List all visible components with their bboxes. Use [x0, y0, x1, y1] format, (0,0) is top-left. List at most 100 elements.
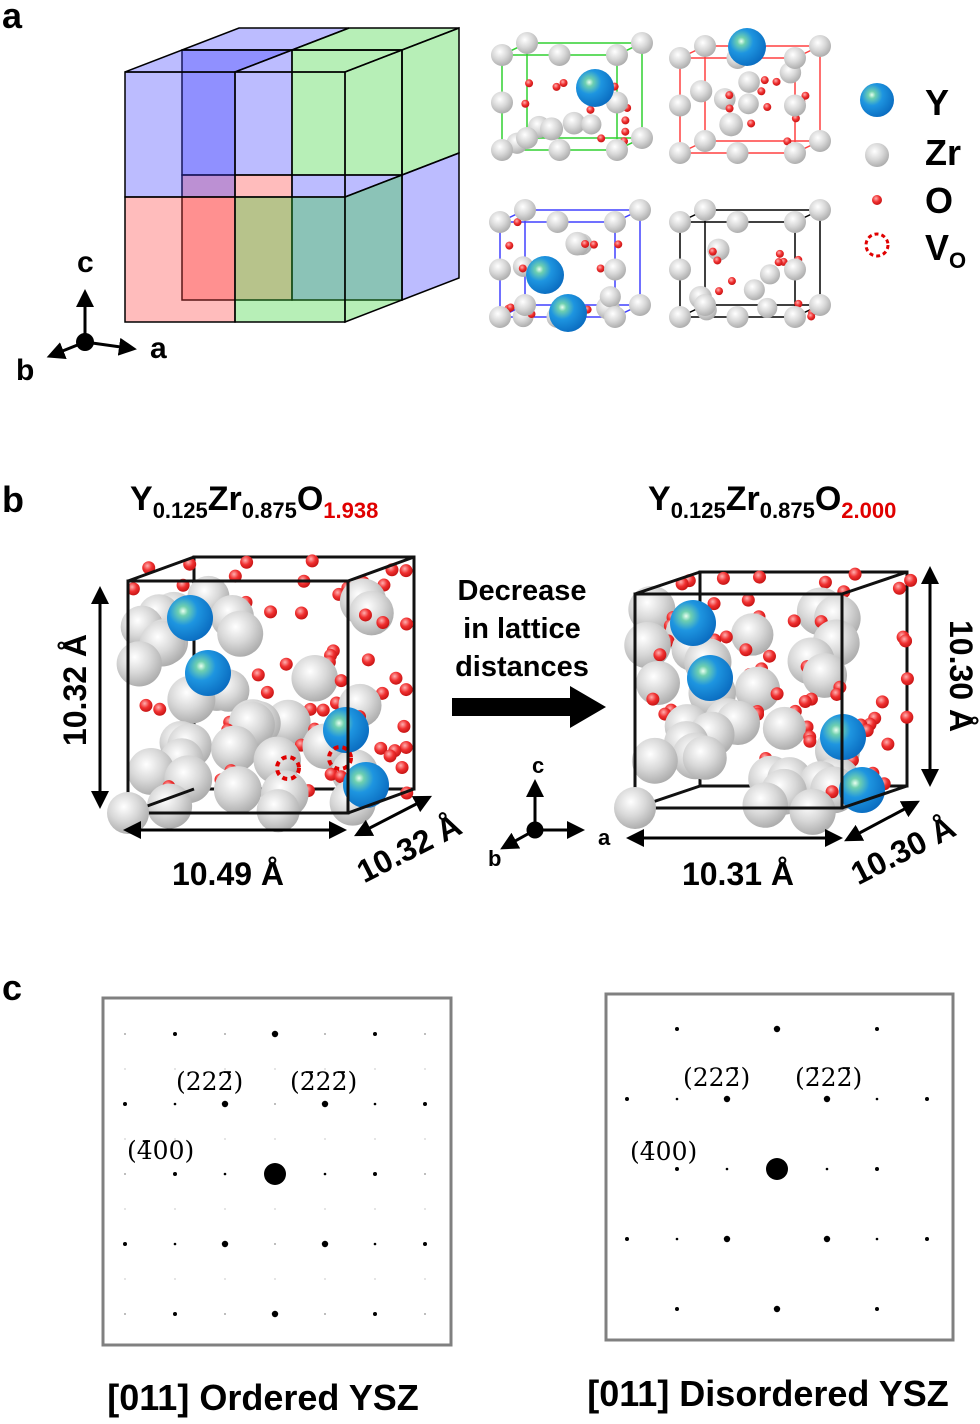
diffraction-spot	[174, 1138, 176, 1140]
zirconium-atom	[562, 111, 586, 135]
diffraction-spot	[173, 1102, 177, 1106]
oxygen-atom	[589, 240, 598, 249]
legend-y-swatch	[860, 83, 894, 117]
oxygen-atom	[395, 760, 409, 774]
arrow-text-1: Decrease	[458, 575, 587, 607]
diffraction-spot	[925, 1237, 929, 1241]
diffraction-spot	[224, 1313, 226, 1315]
diffraction-spot	[174, 1278, 176, 1280]
oxygen-atom	[707, 597, 721, 611]
oxygen-atom	[126, 582, 140, 596]
zirconium-atom	[147, 783, 193, 829]
diffraction-spot	[875, 1237, 879, 1241]
oxygen-vacancy	[275, 755, 301, 781]
diffraction-spot	[423, 1102, 427, 1106]
miller-label-2bar22bar-disordered: (2̄22̄)	[795, 1063, 862, 1092]
zirconium-atom	[669, 211, 691, 233]
zirconium-atom	[669, 47, 691, 69]
diffraction-spot	[374, 1068, 376, 1070]
oxygen-atom	[900, 672, 914, 686]
oxygen-atom	[646, 692, 660, 706]
panel-label-a: a	[2, 0, 23, 36]
dim-c-left: 10.32 Å	[57, 634, 93, 746]
subcell-face	[181, 174, 293, 301]
zirconium-atom	[738, 93, 759, 115]
diffraction-spot	[723, 1095, 731, 1103]
legend: Y Zr O VO	[860, 82, 966, 273]
diffraction-spot	[324, 1068, 326, 1070]
yttrium-atom	[687, 655, 733, 701]
oxygen-atom	[794, 299, 803, 308]
zirconium-atom	[548, 139, 571, 161]
zirconium-atom	[809, 35, 831, 57]
diffraction-spot	[773, 1305, 781, 1313]
dimension-arrows	[91, 566, 939, 847]
oxygen-atom	[741, 593, 755, 607]
oxygen-atom	[621, 116, 630, 125]
oxygen-atom	[798, 694, 812, 708]
legend-vacancy-label: VO	[925, 227, 966, 273]
supercell-diagram	[124, 26, 460, 324]
supercell-stoichiometric	[614, 567, 918, 835]
oxygen-atom	[513, 218, 522, 227]
oxygen-atom	[251, 668, 265, 682]
zirconium-atom	[491, 91, 513, 114]
zirconium-atom	[540, 117, 564, 141]
diffraction-spot	[274, 1278, 276, 1280]
oxygen-atom	[801, 91, 810, 100]
oxygen-atom	[316, 703, 330, 717]
oxygen-atom	[389, 671, 403, 685]
oxygen-atom	[783, 137, 792, 146]
oxygen-atom	[787, 614, 801, 628]
miller-label-222bar-disordered: (222̄)	[683, 1063, 750, 1092]
zirconium-atom	[581, 114, 602, 135]
diffraction-spot	[274, 1243, 276, 1245]
zirconium-atom	[107, 792, 149, 834]
oxygen-atom	[875, 695, 889, 709]
oxygen-vacancy	[327, 745, 353, 771]
zirconium-atom	[489, 258, 511, 281]
diffraction-spot	[124, 1033, 126, 1035]
diffraction-spot	[221, 1100, 229, 1108]
diffraction-spot	[374, 1278, 376, 1280]
diffraction-spot	[321, 1100, 329, 1108]
oxygen-atom	[597, 134, 606, 143]
oxygen-atom	[614, 240, 623, 249]
diffraction-spot	[373, 1312, 377, 1316]
zirconium-atom	[604, 306, 626, 328]
diffraction-spot	[875, 1097, 879, 1101]
direct-beam-spot	[264, 1163, 286, 1185]
oxygen-atom	[757, 87, 766, 96]
oxygen-atom	[153, 702, 167, 716]
oxygen-atom	[716, 571, 730, 585]
diffraction-spot	[173, 1312, 177, 1316]
subcell-side	[401, 151, 460, 302]
subcell-structures	[489, 28, 831, 332]
axis-label-c: c	[77, 246, 94, 279]
zirconium-atom	[809, 199, 831, 221]
diffraction-spot	[124, 1173, 126, 1175]
oxygen-atom	[727, 277, 736, 286]
legend-zr-label: Zr	[925, 132, 961, 173]
yttrium-atom	[670, 600, 716, 646]
zirconium-atom	[742, 782, 788, 828]
oxygen-atom	[753, 570, 767, 584]
oxygen-atom	[621, 127, 630, 136]
zirconium-atom	[514, 294, 536, 316]
dim-c-right: 10.30 Å	[943, 620, 979, 732]
diffraction-spot	[723, 1235, 731, 1243]
oxygen-atom	[264, 605, 278, 619]
oxygen-atom	[725, 104, 734, 113]
oxygen-atom	[719, 630, 733, 644]
diffraction-spot	[625, 1097, 629, 1101]
zirconium-atom	[514, 199, 536, 221]
zirconium-atom	[631, 32, 653, 54]
diffraction-spot	[825, 1167, 829, 1171]
oxygen-atom	[525, 79, 534, 88]
diffraction-spot	[424, 1033, 426, 1035]
zirconium-atom	[635, 660, 681, 706]
oxygen-atom	[770, 687, 784, 701]
oxygen-atom	[505, 241, 514, 250]
zirconium-atom	[489, 306, 511, 328]
